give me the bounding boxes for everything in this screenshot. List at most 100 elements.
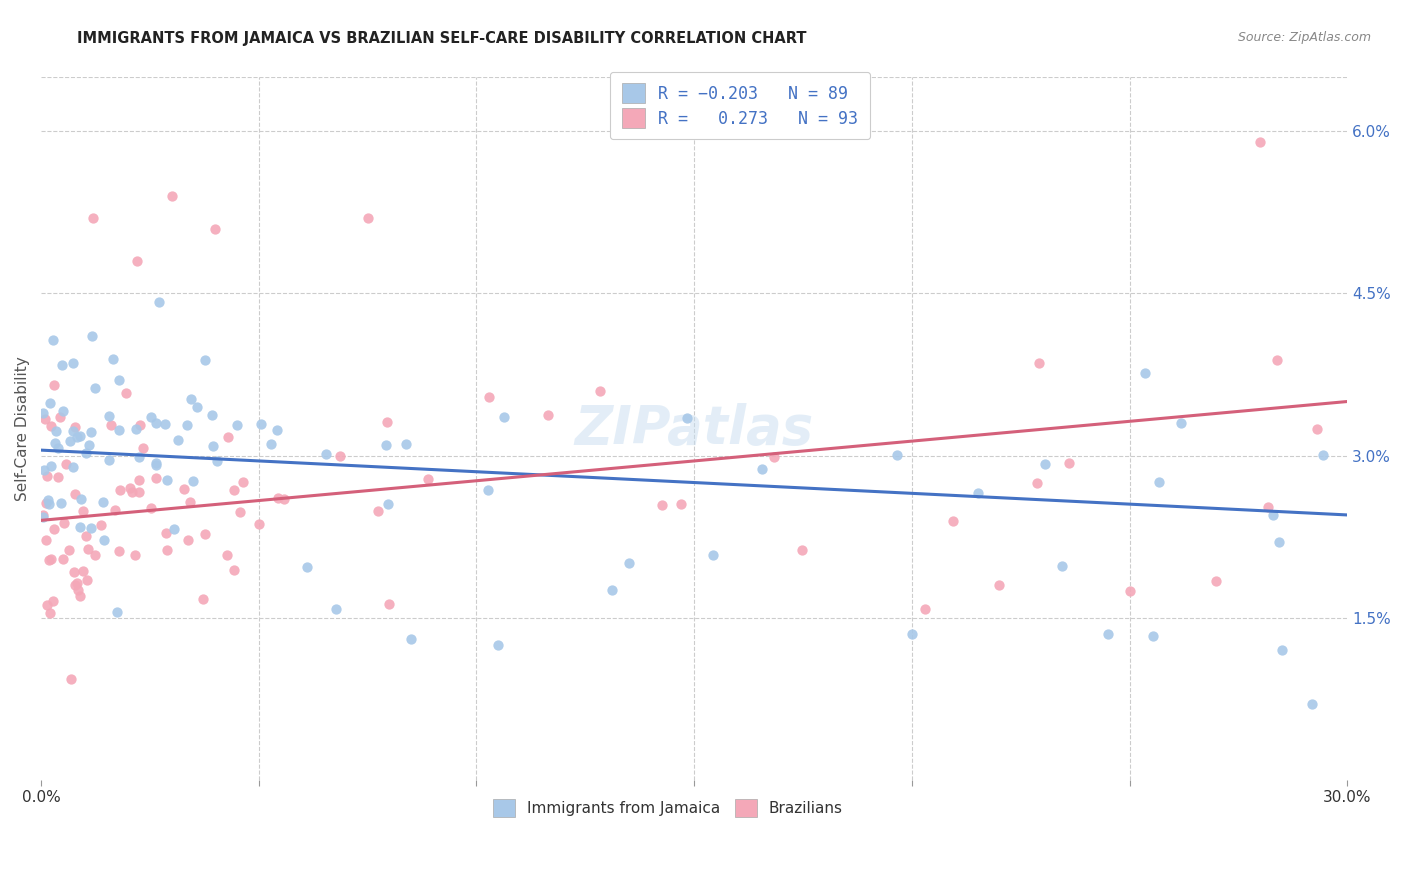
Point xyxy=(217,430,239,444)
Point xyxy=(180,392,202,406)
Point xyxy=(72,565,94,579)
Point xyxy=(125,254,148,268)
Point xyxy=(93,533,115,548)
Point xyxy=(600,582,623,597)
Point xyxy=(1097,627,1119,641)
Point xyxy=(1263,508,1285,522)
Point xyxy=(619,556,641,570)
Point xyxy=(156,473,179,487)
Point xyxy=(1133,366,1156,380)
Point xyxy=(97,453,120,467)
Point xyxy=(966,485,988,500)
Point xyxy=(66,582,89,597)
Point xyxy=(60,672,83,686)
Point xyxy=(108,373,131,387)
Point xyxy=(107,423,129,437)
Point xyxy=(226,418,249,433)
Point xyxy=(375,416,398,430)
Point xyxy=(62,459,84,474)
Point xyxy=(186,400,208,414)
Point xyxy=(79,521,101,535)
Point xyxy=(46,441,69,455)
Point xyxy=(395,436,418,450)
Point xyxy=(69,428,91,442)
Point xyxy=(1268,535,1291,549)
Point xyxy=(77,437,100,451)
Point xyxy=(399,632,422,647)
Point xyxy=(124,548,146,562)
Point xyxy=(173,482,195,496)
Point xyxy=(52,551,75,566)
Point xyxy=(62,356,84,370)
Text: Source: ZipAtlas.com: Source: ZipAtlas.com xyxy=(1237,31,1371,45)
Point xyxy=(100,417,122,432)
Point xyxy=(247,516,270,531)
Point xyxy=(69,589,91,603)
Point xyxy=(763,450,786,465)
Point xyxy=(62,424,84,438)
Point xyxy=(1050,558,1073,573)
Point xyxy=(35,598,58,612)
Point xyxy=(669,497,692,511)
Point xyxy=(367,504,389,518)
Point xyxy=(204,221,226,235)
Point xyxy=(651,498,673,512)
Point xyxy=(75,446,97,460)
Point xyxy=(232,475,254,489)
Point xyxy=(790,542,813,557)
Point xyxy=(63,487,86,501)
Point xyxy=(46,470,69,484)
Text: IMMIGRANTS FROM JAMAICA VS BRAZILIAN SELF-CARE DISABILITY CORRELATION CHART: IMMIGRANTS FROM JAMAICA VS BRAZILIAN SEL… xyxy=(77,31,807,46)
Point xyxy=(273,492,295,507)
Point xyxy=(987,578,1010,592)
Point xyxy=(201,439,224,453)
Point xyxy=(62,565,84,579)
Point xyxy=(128,418,150,433)
Point xyxy=(145,458,167,473)
Point xyxy=(128,450,150,464)
Point xyxy=(675,411,697,425)
Point xyxy=(58,543,80,558)
Point xyxy=(297,560,319,574)
Point xyxy=(329,449,352,463)
Point xyxy=(108,483,131,498)
Point xyxy=(39,419,62,434)
Point xyxy=(494,410,516,425)
Point xyxy=(416,473,439,487)
Text: ZIPatlas: ZIPatlas xyxy=(575,402,814,455)
Point xyxy=(1249,135,1271,149)
Point xyxy=(201,409,224,423)
Point xyxy=(55,458,77,472)
Point xyxy=(139,500,162,515)
Point xyxy=(260,437,283,451)
Point xyxy=(1301,697,1323,711)
Point xyxy=(250,417,273,431)
Point xyxy=(325,602,347,616)
Point xyxy=(163,522,186,536)
Point xyxy=(155,526,177,541)
Point xyxy=(44,436,66,450)
Point xyxy=(1265,353,1288,368)
Point xyxy=(45,424,67,438)
Point xyxy=(32,406,55,420)
Point xyxy=(83,381,105,395)
Point xyxy=(128,473,150,487)
Point xyxy=(155,543,177,558)
Point xyxy=(37,553,59,567)
Point xyxy=(224,563,246,577)
Point xyxy=(90,518,112,533)
Point xyxy=(215,549,238,563)
Point xyxy=(69,520,91,534)
Point xyxy=(145,456,167,470)
Point xyxy=(1306,422,1329,436)
Point xyxy=(1257,500,1279,514)
Point xyxy=(128,485,150,500)
Point xyxy=(1025,475,1047,490)
Point xyxy=(1142,629,1164,643)
Point xyxy=(101,352,124,367)
Point xyxy=(181,475,204,489)
Point xyxy=(49,496,72,510)
Point xyxy=(51,358,73,372)
Legend: Immigrants from Jamaica, Brazilians: Immigrants from Jamaica, Brazilians xyxy=(485,792,851,824)
Point xyxy=(121,485,143,500)
